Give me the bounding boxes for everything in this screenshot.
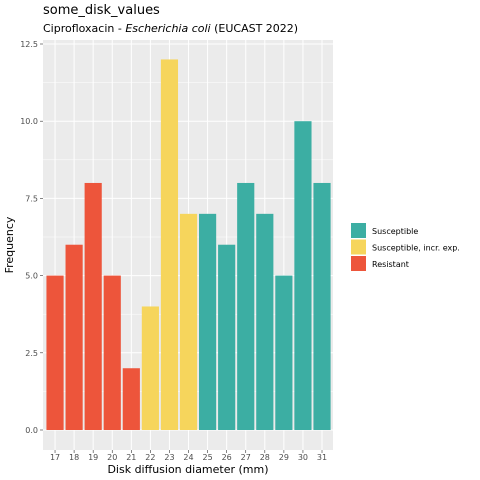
chart-title: some_disk_values [43, 3, 160, 18]
bar [160, 59, 179, 430]
bar [46, 275, 64, 430]
legend-label: Susceptible, incr. exp. [372, 244, 460, 253]
y-axis-title: Frequency [3, 216, 16, 273]
bar [218, 244, 236, 430]
x-axis-ticks: 17 18 19 20 21 22 23 24 25 26 27 28 29 30 31 [50, 450, 327, 462]
x-axis-title: Disk diffusion diameter (mm) [107, 463, 268, 476]
legend: Susceptible Susceptible, incr. exp. Resist… [351, 223, 460, 271]
bar [313, 182, 331, 430]
bar [122, 368, 140, 430]
x-tick-label: 27 [241, 453, 251, 462]
x-tick-label: 22 [145, 453, 155, 462]
legend-label: Resistant [372, 260, 409, 269]
y-tick-label: 12.5 [20, 40, 38, 49]
x-tick-label: 28 [260, 453, 270, 462]
y-tick-label: 2.5 [25, 349, 38, 358]
y-axis-ticks: 0.0 2.5 5.0 7.5 10.0 12.5 [20, 40, 43, 435]
x-tick-label: 31 [317, 453, 327, 462]
chart-subtitle: Ciprofloxacin - Escherichia coli (EUCAST… [43, 22, 298, 35]
bars [46, 59, 331, 430]
bar [65, 244, 83, 430]
bar [141, 306, 159, 430]
bar [294, 121, 312, 430]
bar [103, 275, 121, 430]
x-tick-label: 21 [126, 453, 136, 462]
x-tick-label: 25 [203, 453, 213, 462]
x-tick-label: 23 [164, 453, 174, 462]
y-tick-label: 10.0 [20, 117, 38, 126]
bar [179, 213, 198, 430]
legend-key [351, 256, 366, 271]
x-tick-label: 26 [222, 453, 232, 462]
x-tick-label: 19 [88, 453, 98, 462]
subtitle-prefix: Ciprofloxacin - [43, 22, 125, 35]
x-tick-label: 20 [107, 453, 117, 462]
y-tick-label: 0.0 [25, 426, 38, 435]
x-tick-label: 24 [183, 453, 193, 462]
x-tick-label: 30 [298, 453, 308, 462]
legend-key [351, 239, 366, 255]
x-tick-label: 29 [279, 453, 289, 462]
x-tick-label: 17 [50, 453, 60, 462]
subtitle-organism: Escherichia coli [125, 22, 210, 35]
y-tick-label: 7.5 [25, 194, 38, 203]
bar [84, 182, 102, 430]
legend-label: Susceptible [372, 227, 418, 236]
bar [237, 182, 255, 430]
bar [256, 213, 274, 430]
legend-key [351, 223, 366, 238]
bar [199, 213, 217, 430]
subtitle-suffix: (EUCAST 2022) [211, 22, 298, 35]
y-tick-label: 5.0 [25, 272, 38, 281]
bar [275, 275, 293, 430]
x-tick-label: 18 [69, 453, 79, 462]
